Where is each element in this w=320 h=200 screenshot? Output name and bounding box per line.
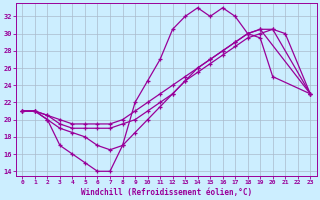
X-axis label: Windchill (Refroidissement éolien,°C): Windchill (Refroidissement éolien,°C) xyxy=(81,188,252,197)
